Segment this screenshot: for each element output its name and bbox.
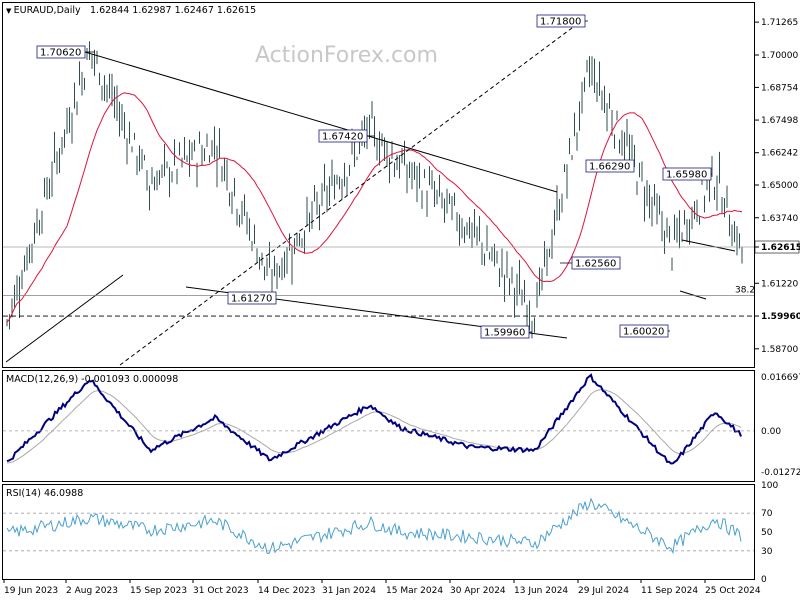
macd-signal-line xyxy=(6,389,742,464)
rsi-tick-label: 30 xyxy=(761,547,773,557)
annotation-box xyxy=(619,324,669,338)
rsi-label: RSI(14) 46.0988 xyxy=(6,488,83,499)
watermark: ActionForex.com xyxy=(255,43,438,68)
channel-dashed-line xyxy=(119,21,581,366)
annotation-label: 1.62560 xyxy=(575,259,616,270)
annotation-label: 1.65980 xyxy=(666,170,707,181)
x-tick-label: 29 Jul 2024 xyxy=(578,586,629,596)
wedge-upper-line xyxy=(681,239,736,252)
rsi-tick-label: 0 xyxy=(761,575,767,585)
macd-tick-label: -0.012724 xyxy=(761,468,800,478)
x-tick-label: 15 Sep 2023 xyxy=(130,586,187,596)
x-tick-label: 2 Aug 2023 xyxy=(66,586,118,596)
price-tick-label: 1.62615 xyxy=(761,243,800,253)
fib-label: 38.2 xyxy=(735,286,755,296)
price-tick-label: 1.67498 xyxy=(761,116,798,126)
macd-label: MACD(12,26,9) -0.001093 0.000098 xyxy=(6,374,178,385)
symbol-label: ▼ EURAUD,Daily xyxy=(6,5,81,16)
annotation-label: 1.61270 xyxy=(231,294,272,305)
annotation-label: 1.60020 xyxy=(623,327,664,338)
annotation-label: 1.59960 xyxy=(484,328,525,339)
annotation-box xyxy=(227,291,277,305)
rsi-series xyxy=(6,497,742,555)
x-tick-label: 25 Oct 2024 xyxy=(705,586,761,596)
price-series xyxy=(6,41,743,339)
macd-series xyxy=(6,373,742,465)
rising-trendline xyxy=(5,274,124,363)
annotation-box xyxy=(36,45,86,59)
annotation-label: 1.67420 xyxy=(322,132,363,143)
annotation-label: 1.71800 xyxy=(540,17,581,28)
macd-panel-frame xyxy=(2,370,755,482)
x-tick-label: 11 Sep 2024 xyxy=(641,586,698,596)
annotation-box xyxy=(536,14,586,28)
ohlc-label: 1.62844 1.62987 1.62467 1.62615 xyxy=(90,5,256,16)
symbol-icon: ▼ xyxy=(6,7,14,15)
annotation-box xyxy=(662,167,712,181)
price-tick-label: 1.66242 xyxy=(761,149,798,159)
price-tick-label: 1.68754 xyxy=(761,83,798,93)
wedge-lower-line xyxy=(679,290,707,300)
annotation-label: 1.70620 xyxy=(40,48,81,59)
macd-line xyxy=(6,373,742,465)
rsi-panel-frame xyxy=(2,484,755,580)
x-tick-label: 19 Jun 2023 xyxy=(4,586,58,596)
x-tick-label: 30 Apr 2024 xyxy=(450,586,506,596)
rsi-tick-label: 70 xyxy=(761,509,773,519)
x-tick-label: 31 Jan 2024 xyxy=(322,586,376,596)
price-tick-label: 1.71265 xyxy=(761,18,798,28)
resistance-trendline xyxy=(84,51,558,193)
annotation-box xyxy=(318,129,368,143)
price-panel-frame xyxy=(2,2,755,368)
annotation-box xyxy=(571,256,621,270)
annotation-box xyxy=(480,325,530,339)
macd-tick-label: 0.016697 xyxy=(761,373,800,383)
price-annotations: 1.70620 1.71800 1.67420 1.66290 1.65980 1.625… xyxy=(36,14,712,339)
x-tick-label: 31 Oct 2023 xyxy=(193,586,249,596)
rsi-line xyxy=(6,497,742,555)
rsi-tick-label: 100 xyxy=(761,481,778,491)
price-tick-label: 1.59960 xyxy=(761,312,800,322)
price-tick-label: 1.65000 xyxy=(761,181,798,191)
rsi-tick-label: 50 xyxy=(761,528,773,538)
price-tick-label: 1.58700 xyxy=(761,345,798,355)
price-tick-label: 1.70000 xyxy=(761,51,798,61)
price-tick-label: 1.63740 xyxy=(761,214,798,224)
price-tick-label: 1.61220 xyxy=(761,279,798,289)
x-tick-label: 14 Dec 2023 xyxy=(258,586,316,596)
annotation-box xyxy=(585,159,635,173)
x-tick-label: 15 Mar 2024 xyxy=(386,586,443,596)
x-tick-label: 13 Jun 2024 xyxy=(514,586,568,596)
annotation-label: 1.66290 xyxy=(589,162,630,173)
axes: 1.71265 1.70000 1.68754 1.67498 1.66242 1.650… xyxy=(3,18,800,596)
moving-average-line xyxy=(6,92,743,323)
macd-tick-label: 0.00 xyxy=(761,427,781,437)
